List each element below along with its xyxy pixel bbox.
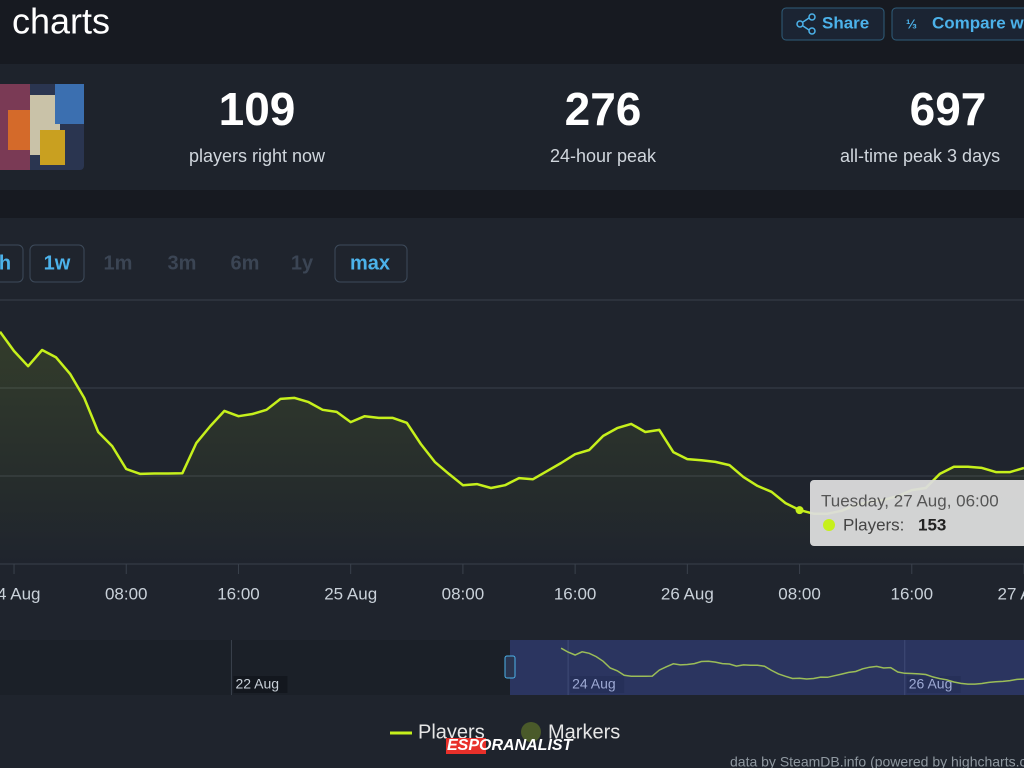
tooltip-swatch bbox=[823, 519, 835, 531]
tooltip-title: Tuesday, 27 Aug, 06:00 bbox=[821, 491, 999, 510]
legend-label[interactable]: Players bbox=[418, 721, 485, 743]
navigator-label-bg bbox=[570, 676, 625, 693]
navigator-handle[interactable] bbox=[504, 655, 516, 679]
navigator-tick-label: 24 Aug bbox=[572, 676, 616, 692]
compare-label: Compare with bbox=[932, 13, 1024, 32]
range-label: 1w bbox=[44, 252, 71, 274]
range-label[interactable]: 1y bbox=[291, 252, 314, 274]
navigator-tick-label: 22 Aug bbox=[235, 676, 279, 692]
legend-swatch bbox=[521, 722, 541, 742]
x-tick-label: 08:00 bbox=[105, 584, 148, 603]
range-label[interactable]: 3m bbox=[168, 252, 197, 274]
game-thumbnail bbox=[0, 84, 84, 170]
tooltip-value: 153 bbox=[918, 515, 946, 534]
x-tick-label: 27 Aug bbox=[998, 584, 1024, 603]
range-button[interactable] bbox=[0, 244, 24, 283]
page-title: charts bbox=[12, 1, 110, 42]
stats-panel bbox=[0, 64, 1024, 190]
x-tick-label: 16:00 bbox=[217, 584, 260, 603]
watermark: ESPORANALIST bbox=[447, 737, 574, 754]
stat-label: 24-hour peak bbox=[550, 146, 657, 166]
range-button[interactable] bbox=[29, 244, 85, 283]
share-label: Share bbox=[822, 13, 869, 32]
share-button[interactable] bbox=[781, 7, 885, 41]
navigator-tick-label: 26 Aug bbox=[909, 676, 953, 692]
range-label: h bbox=[0, 252, 11, 274]
navigator-label-bg bbox=[233, 676, 288, 693]
x-tick-label: 16:00 bbox=[554, 584, 597, 603]
stat-value: 697 bbox=[910, 83, 987, 135]
x-tick-label: 24 Aug bbox=[0, 584, 41, 603]
tooltip bbox=[810, 480, 1024, 546]
stat-value: 276 bbox=[565, 83, 642, 135]
stat-value: 109 bbox=[219, 83, 296, 135]
range-button[interactable] bbox=[334, 244, 408, 283]
x-tick-label: 08:00 bbox=[778, 584, 821, 603]
stat-label: all-time peak 3 days bbox=[840, 146, 1000, 166]
stat-label: players right now bbox=[189, 146, 326, 166]
area-fill bbox=[0, 331, 1024, 564]
legend-label[interactable]: Markers bbox=[548, 721, 620, 743]
navigator-line bbox=[560, 647, 1024, 685]
x-tick-label: 16:00 bbox=[891, 584, 934, 603]
hover-point bbox=[795, 506, 804, 515]
compare-button[interactable] bbox=[891, 7, 1024, 41]
watermark-box bbox=[446, 738, 486, 754]
range-label: max bbox=[350, 252, 390, 274]
range-label[interactable]: 1m bbox=[104, 252, 133, 274]
tooltip-label: Players: bbox=[843, 515, 904, 534]
plot: 24 Aug 08:00 16:00 25 Aug 08:00 16:00 26 Aug 08… bbox=[0, 299, 1024, 603]
compare-icon: ⅓ bbox=[906, 16, 917, 31]
navigator-selection[interactable] bbox=[510, 640, 1024, 695]
x-tick-label: 08:00 bbox=[442, 584, 485, 603]
range-label[interactable]: 6m bbox=[231, 252, 260, 274]
navigator-plot: 22 Aug 24 Aug 26 Aug bbox=[230, 640, 1024, 695]
share-icon bbox=[796, 13, 816, 35]
x-tick-label: 26 Aug bbox=[661, 584, 714, 603]
x-tick-label: 25 Aug bbox=[324, 584, 377, 603]
footer-credit: data by SteamDB.info (powered by highcha… bbox=[730, 754, 1024, 768]
